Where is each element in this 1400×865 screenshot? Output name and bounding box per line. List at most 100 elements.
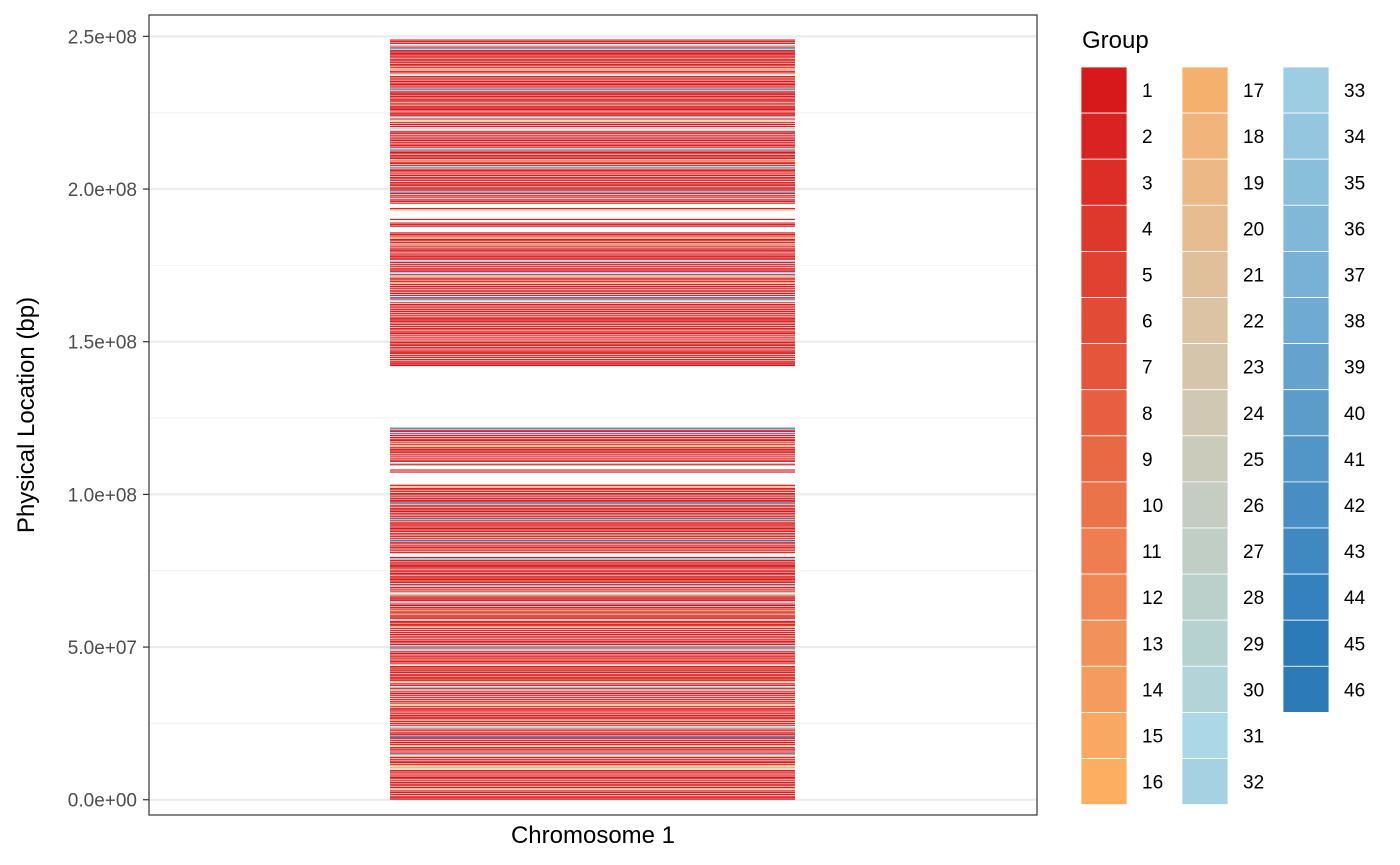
- marker-bar: [390, 747, 795, 749]
- marker-bar: [390, 132, 795, 134]
- marker-bar: [390, 305, 795, 307]
- marker-bar: [390, 720, 795, 723]
- legend-key: [1080, 435, 1128, 483]
- marker-bar: [390, 107, 795, 109]
- legend-label: 5: [1142, 265, 1153, 286]
- marker-bar: [390, 168, 795, 170]
- marker-bar: [390, 652, 795, 654]
- marker-bar: [390, 722, 795, 724]
- marker-bar: [390, 120, 795, 122]
- marker-bar: [390, 598, 795, 600]
- legend-key: [1282, 66, 1330, 114]
- marker-bar: [390, 645, 795, 648]
- marker-bar: [390, 709, 795, 711]
- marker-bar: [390, 209, 795, 211]
- legend-label: 6: [1142, 312, 1153, 333]
- legend-key: [1080, 389, 1128, 437]
- marker-bar: [390, 545, 795, 547]
- legend-key: [1181, 297, 1229, 344]
- marker-bar: [390, 523, 795, 525]
- marker-bar: [390, 189, 795, 191]
- legend-label: 7: [1142, 358, 1153, 379]
- y-axis-title: Physical Location (bp): [13, 297, 40, 533]
- marker-bar: [390, 534, 795, 536]
- marker-bar: [390, 139, 795, 142]
- legend-key: [1282, 158, 1330, 206]
- marker-bar: [390, 41, 795, 43]
- legend-label: 22: [1243, 312, 1264, 333]
- marker-bar: [390, 123, 795, 126]
- marker-bar: [390, 166, 795, 168]
- marker-bar: [390, 97, 795, 99]
- marker-bar: [390, 608, 795, 610]
- marker-bar: [390, 52, 795, 54]
- legend-key: [1080, 665, 1128, 713]
- legend-label: 37: [1344, 265, 1365, 286]
- marker-bar: [390, 630, 795, 632]
- marker-bar: [390, 279, 795, 281]
- marker-bar: [390, 740, 795, 742]
- marker-bar: [390, 87, 795, 89]
- marker-bar: [390, 788, 795, 790]
- marker-bar: [390, 556, 795, 559]
- marker-bar: [390, 252, 795, 254]
- marker-bar: [390, 134, 795, 136]
- marker-bar: [390, 144, 795, 147]
- marker-bar: [390, 258, 795, 260]
- marker-bar: [390, 448, 795, 450]
- marker-bar: [390, 662, 795, 664]
- legend-label: 29: [1243, 634, 1264, 655]
- marker-bar: [390, 601, 795, 603]
- legend-key: [1181, 158, 1229, 206]
- y-tick-label: 5.0e+07: [68, 638, 137, 659]
- marker-bar: [390, 657, 795, 659]
- marker-bar: [390, 300, 795, 302]
- marker-bar: [390, 65, 795, 67]
- marker-bar: [390, 74, 795, 76]
- marker-bar: [390, 760, 795, 762]
- marker-bar: [390, 141, 795, 143]
- marker-bar: [390, 642, 795, 644]
- marker-bar: [390, 698, 795, 700]
- marker-bar: [390, 489, 795, 491]
- marker-bar: [390, 318, 795, 320]
- marker-bar: [390, 196, 795, 198]
- legend-label: 27: [1243, 542, 1264, 563]
- marker-bar: [390, 521, 795, 523]
- marker-bar: [390, 184, 795, 186]
- marker-bar: [390, 714, 795, 717]
- marker-bar: [390, 232, 795, 234]
- y-tick-label: 2.0e+08: [68, 180, 137, 201]
- marker-bar: [390, 732, 795, 734]
- marker-bar: [390, 738, 795, 740]
- marker-bar: [390, 667, 795, 669]
- legend-key: [1181, 573, 1229, 621]
- marker-bar: [390, 148, 795, 150]
- marker-bar: [390, 742, 795, 744]
- marker-bar: [390, 325, 795, 328]
- marker-bar: [390, 181, 795, 184]
- marker-bar: [390, 240, 795, 242]
- marker-bar: [390, 322, 795, 324]
- x-axis-title: Chromosome 1: [511, 822, 675, 849]
- marker-bar: [390, 733, 795, 735]
- marker-bar: [390, 519, 795, 521]
- marker-bar: [390, 79, 795, 81]
- marker-bar: [390, 616, 795, 618]
- marker-bar: [390, 136, 795, 138]
- marker-bar: [390, 439, 795, 442]
- marker-bar: [390, 83, 795, 86]
- legend-key: [1080, 619, 1128, 667]
- marker-bar: [390, 143, 795, 145]
- marker-bar: [390, 743, 795, 745]
- legend-label: 35: [1344, 173, 1365, 194]
- marker-bar: [390, 689, 795, 691]
- marker-bar: [390, 341, 795, 344]
- marker-bar: [390, 100, 795, 102]
- marker-bar: [390, 39, 795, 41]
- marker-bar: [390, 324, 795, 326]
- marker-bar: [390, 309, 795, 311]
- marker-bar: [390, 576, 795, 578]
- marker-bar: [390, 704, 795, 706]
- legend-key: [1080, 758, 1128, 805]
